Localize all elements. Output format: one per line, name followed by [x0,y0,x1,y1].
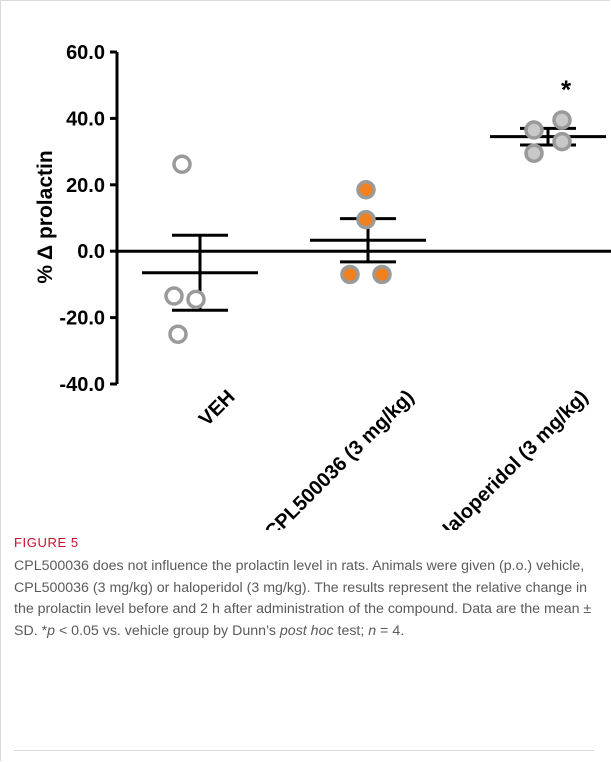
x-tick-label: CPL500036 (3 mg/kg) [261,386,419,530]
y-axis: 60.0 40.0 20.0 0.0 -20.0 -40.0 [59,42,611,396]
data-point [524,143,544,164]
caption-text: = 4. [376,622,405,639]
caption-text: CPL500036 does not influence the prolact… [14,558,592,639]
data-point [164,286,184,306]
caption-text: n [368,622,377,639]
data-point [186,289,206,310]
data-point [356,209,376,230]
data-point [524,120,544,140]
y-tick-label: 40.0 [66,108,105,130]
y-tick-label: -20.0 [59,308,105,330]
caption-text: post hoc [279,622,334,639]
data-point [372,264,392,285]
data-point [168,324,188,344]
y-tick-label: 20.0 [66,175,105,197]
figure-caption: CPL500036 does not influence the prolact… [14,556,594,642]
figure-label: FIGURE 5 [14,535,79,550]
data-point [172,154,192,174]
figure-caption-block: FIGURE 5 CPL500036 does not influence th… [14,535,594,642]
y-tick-label: 60.0 [66,42,105,64]
data-point [552,131,572,152]
figure-chart: 60.040.020.00.0-20.0-40.0 % Δ prolactin … [34,42,611,530]
plot-marks: * [142,74,606,344]
data-point [356,180,376,200]
x-tick-labels: VEH CPL500036 (3 mg/kg) Haloperidol (3 mg/… [195,386,593,530]
caption-text: p [47,622,56,639]
caption-text: < 0.05 vs. vehicle group by Dunn’s [55,622,280,639]
y-tick-label: 0.0 [77,241,105,263]
x-tick-label: Haloperidol (3 mg/kg) [432,386,592,530]
significance-asterisk: * [561,74,572,104]
data-point [552,110,572,130]
caption-text: test; [333,622,369,639]
y-tick-label: -40.0 [59,374,105,396]
y-axis-label: % Δ prolactin [34,150,57,283]
bottom-rule [14,750,594,751]
data-point [340,264,360,285]
x-tick-label: VEH [195,386,240,431]
